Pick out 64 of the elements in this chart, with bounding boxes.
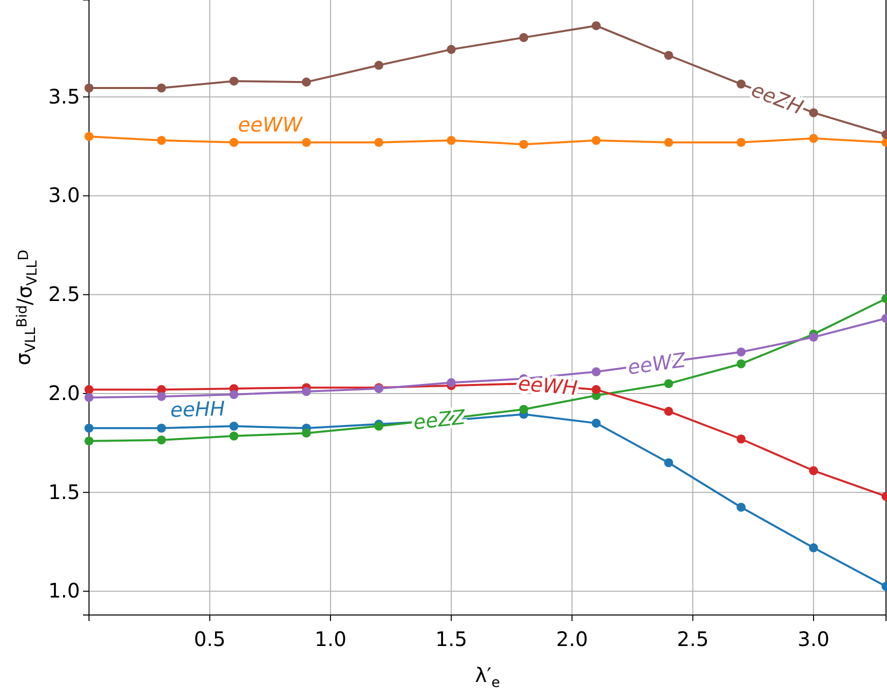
point bbox=[156, 392, 166, 401]
x-axis-title: λ′$_{e}$ bbox=[474, 663, 500, 689]
point bbox=[156, 136, 166, 145]
y-tick-label: 1.0 bbox=[48, 578, 80, 603]
series-label: eeHH bbox=[170, 396, 226, 422]
point bbox=[736, 502, 746, 512]
point bbox=[229, 432, 238, 441]
x-tick-label: 3.0 bbox=[798, 627, 830, 651]
point bbox=[736, 434, 746, 444]
point bbox=[156, 424, 166, 433]
point bbox=[736, 80, 746, 89]
point bbox=[809, 108, 818, 118]
point bbox=[156, 435, 166, 444]
point bbox=[84, 436, 94, 446]
x-tick-label: 1.0 bbox=[314, 627, 346, 651]
point bbox=[664, 138, 674, 147]
point bbox=[84, 132, 94, 141]
point bbox=[519, 140, 528, 149]
y-tick-label: 1.5 bbox=[48, 480, 80, 504]
point bbox=[736, 359, 746, 368]
point bbox=[809, 543, 818, 552]
point bbox=[592, 367, 601, 376]
point bbox=[592, 385, 601, 394]
point bbox=[809, 134, 818, 143]
series-label: eeWW bbox=[238, 112, 304, 136]
point bbox=[446, 44, 456, 54]
x-tick-label: 0.5 bbox=[194, 627, 226, 651]
point bbox=[302, 138, 311, 147]
point bbox=[664, 406, 674, 416]
point bbox=[519, 33, 528, 42]
point bbox=[809, 332, 818, 342]
point bbox=[664, 458, 674, 468]
y-tick-label: 3.0 bbox=[48, 183, 80, 208]
y-tick-label: 2.0 bbox=[48, 380, 80, 405]
point bbox=[374, 138, 384, 147]
point bbox=[229, 390, 238, 400]
point bbox=[664, 50, 674, 60]
point bbox=[302, 78, 311, 87]
point bbox=[809, 466, 818, 476]
point bbox=[736, 138, 746, 147]
y-tick-label: 2.5 bbox=[48, 282, 80, 306]
point bbox=[446, 136, 456, 145]
point bbox=[446, 378, 456, 388]
point bbox=[592, 136, 601, 145]
x-tick-label: 2.5 bbox=[676, 627, 709, 651]
point bbox=[592, 21, 601, 30]
point bbox=[229, 138, 238, 147]
point bbox=[374, 60, 384, 70]
point bbox=[229, 76, 238, 86]
point bbox=[84, 424, 94, 433]
y-tick-label: 3.5 bbox=[48, 84, 80, 108]
point bbox=[664, 379, 674, 388]
x-tick-label: 2.0 bbox=[556, 627, 588, 651]
point bbox=[592, 418, 601, 428]
point bbox=[519, 404, 528, 414]
point bbox=[156, 83, 166, 93]
point bbox=[302, 428, 311, 438]
point bbox=[84, 385, 94, 394]
point bbox=[84, 83, 94, 93]
point bbox=[736, 347, 746, 356]
point bbox=[302, 387, 311, 396]
x-tick-label: 1.5 bbox=[435, 627, 468, 651]
point bbox=[84, 392, 94, 402]
point bbox=[229, 422, 238, 431]
